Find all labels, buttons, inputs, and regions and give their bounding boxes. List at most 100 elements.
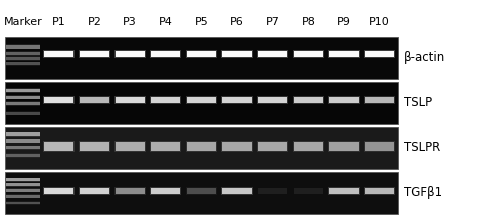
Bar <box>294 142 323 151</box>
Text: P7: P7 <box>266 17 280 27</box>
Bar <box>294 97 323 103</box>
Text: TGFβ1: TGFβ1 <box>404 186 442 199</box>
Bar <box>6 132 40 137</box>
Bar <box>187 97 216 103</box>
Bar <box>292 50 324 58</box>
Bar <box>257 95 288 104</box>
Bar <box>44 188 74 194</box>
Bar <box>222 142 252 151</box>
Bar <box>222 97 252 103</box>
Bar <box>151 188 180 194</box>
Text: P10: P10 <box>370 17 390 27</box>
Bar <box>6 56 40 61</box>
Bar <box>43 187 74 195</box>
Bar <box>294 51 323 57</box>
Bar <box>44 97 74 103</box>
Bar <box>44 142 74 151</box>
Bar <box>186 187 217 195</box>
Bar <box>5 127 398 169</box>
Text: Marker: Marker <box>4 17 42 27</box>
Bar <box>6 140 40 143</box>
Bar <box>6 96 40 99</box>
Bar <box>6 195 40 198</box>
Bar <box>365 51 394 57</box>
Bar <box>6 52 40 55</box>
Bar <box>43 50 74 58</box>
Text: P2: P2 <box>88 17 102 27</box>
Text: P9: P9 <box>337 17 351 27</box>
Bar <box>151 142 180 151</box>
Bar <box>330 97 358 103</box>
Bar <box>6 154 40 157</box>
Text: P5: P5 <box>194 17 208 27</box>
Bar <box>364 95 396 104</box>
Bar <box>150 141 182 152</box>
Bar <box>364 141 396 152</box>
Bar <box>6 194 40 198</box>
Bar <box>6 102 40 105</box>
Bar <box>5 172 398 214</box>
Bar <box>151 97 180 103</box>
Bar <box>292 187 324 195</box>
Bar <box>330 188 358 194</box>
Text: P6: P6 <box>230 17 244 27</box>
Bar <box>328 187 360 195</box>
Bar <box>6 62 40 66</box>
Bar <box>80 51 109 57</box>
Bar <box>328 95 360 104</box>
Bar <box>150 187 182 195</box>
Bar <box>79 141 110 152</box>
Bar <box>6 146 40 150</box>
Bar <box>43 141 74 152</box>
Bar <box>116 188 144 194</box>
Bar <box>6 89 40 93</box>
Bar <box>364 50 396 58</box>
Bar <box>365 142 394 151</box>
Text: TSLP: TSLP <box>404 96 431 109</box>
Bar <box>258 97 288 103</box>
Bar <box>80 142 109 151</box>
Bar <box>6 183 40 186</box>
Bar <box>258 142 288 151</box>
Bar <box>330 142 358 151</box>
Bar <box>43 95 74 104</box>
Bar <box>151 51 180 57</box>
Bar <box>292 95 324 104</box>
Bar <box>330 51 358 57</box>
Bar <box>187 142 216 151</box>
Bar <box>187 188 216 194</box>
Bar <box>5 82 398 124</box>
Bar <box>79 187 110 195</box>
Bar <box>6 112 40 114</box>
Bar <box>186 95 217 104</box>
Bar <box>294 188 323 194</box>
Bar <box>6 139 40 143</box>
Bar <box>222 51 252 57</box>
Bar <box>80 97 109 103</box>
Bar <box>44 51 74 57</box>
Bar <box>187 51 216 57</box>
Bar <box>6 89 40 92</box>
Bar <box>6 189 40 192</box>
Bar <box>222 187 253 195</box>
Bar <box>5 37 398 79</box>
Bar <box>257 141 288 152</box>
Bar <box>79 50 110 58</box>
Bar <box>114 50 146 58</box>
Bar <box>222 141 253 152</box>
Bar <box>365 188 394 194</box>
Text: P1: P1 <box>52 17 66 27</box>
Bar <box>328 141 360 152</box>
Bar <box>114 141 146 152</box>
Bar <box>257 187 288 195</box>
Bar <box>150 95 182 104</box>
Bar <box>80 188 109 194</box>
Bar <box>116 97 144 103</box>
Bar <box>292 141 324 152</box>
Bar <box>6 178 40 182</box>
Bar <box>116 51 144 57</box>
Bar <box>6 95 40 99</box>
Text: P3: P3 <box>123 17 137 27</box>
Bar <box>6 153 40 158</box>
Bar <box>6 146 40 150</box>
